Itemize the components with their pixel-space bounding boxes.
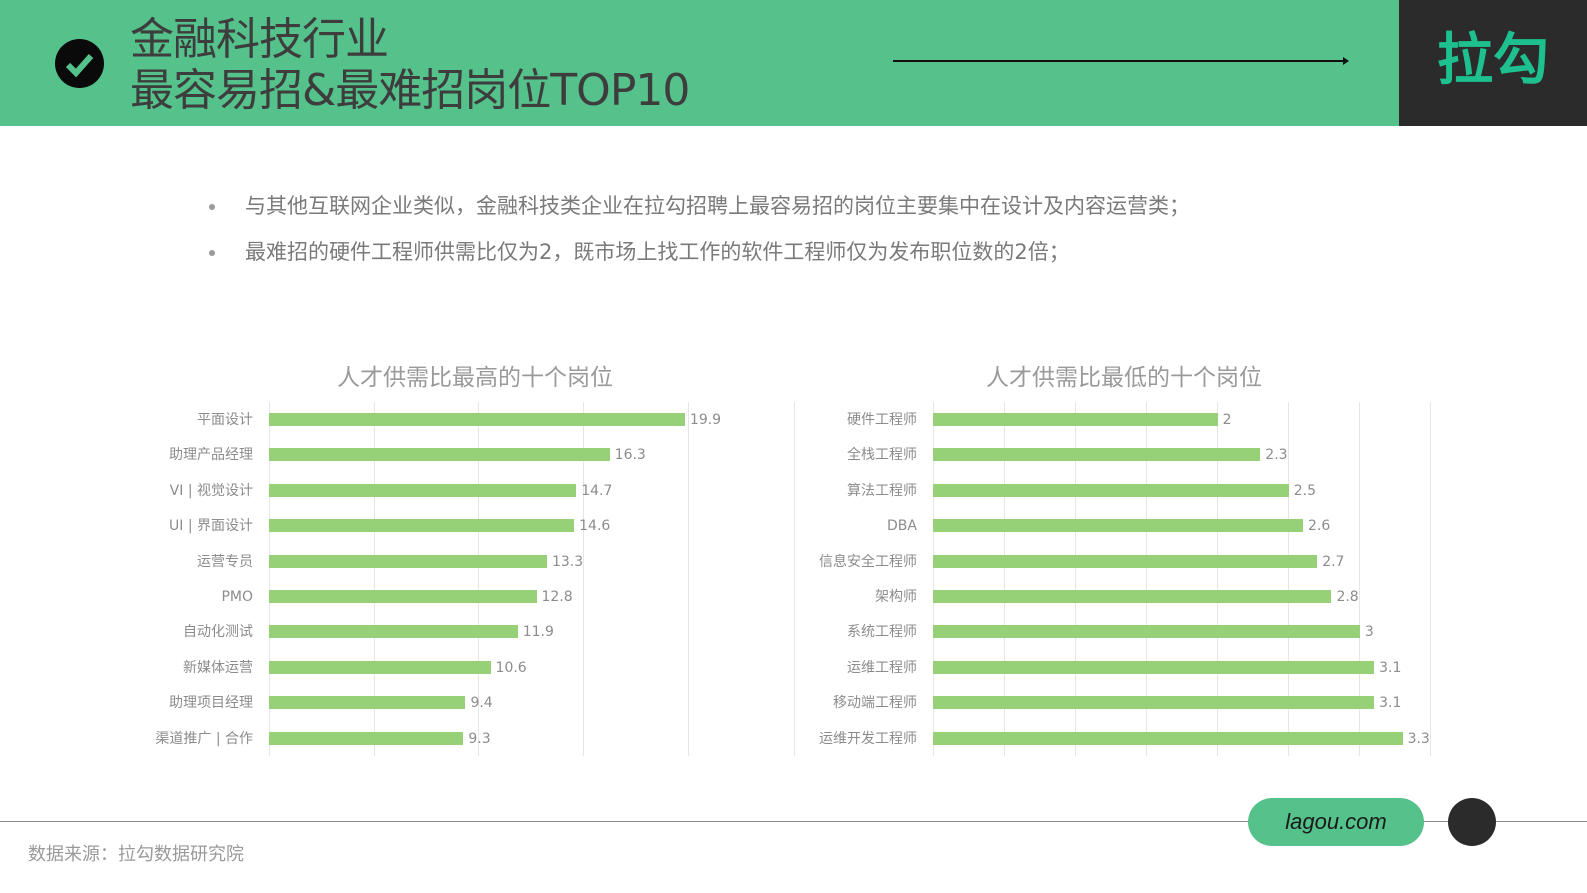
brand-logo: 拉勾 bbox=[1399, 0, 1587, 126]
category-label: 移动端工程师 bbox=[833, 695, 917, 712]
gridline bbox=[933, 402, 934, 756]
bar-value-label: 16.3 bbox=[614, 447, 646, 464]
category-label: 运营专员 bbox=[197, 553, 253, 570]
logo-text: 拉勾 bbox=[1437, 28, 1549, 93]
category-label: VI | 视觉设计 bbox=[169, 482, 253, 499]
title-line-2: 最容易招&最难招岗位TOP10 bbox=[130, 65, 690, 116]
category-label: 助理产品经理 bbox=[169, 447, 253, 464]
bar bbox=[269, 483, 577, 497]
bar-value-label: 3.3 bbox=[1407, 730, 1430, 747]
bar bbox=[933, 696, 1375, 710]
category-label: 硬件工程师 bbox=[847, 412, 917, 428]
category-label: 算法工程师 bbox=[847, 482, 917, 499]
bar bbox=[933, 448, 1261, 462]
gridline bbox=[269, 402, 270, 756]
gridline bbox=[1146, 402, 1147, 756]
gridline bbox=[1430, 402, 1431, 756]
chart-title: 人才供需比最高的十个岗位 bbox=[337, 365, 613, 391]
category-label: 架构师 bbox=[875, 589, 917, 605]
bar-value-label: 11.9 bbox=[522, 624, 554, 641]
bar bbox=[269, 519, 575, 533]
bar-value-label: 3.1 bbox=[1379, 695, 1402, 712]
data-source: 数据来源：拉勾数据研究院 bbox=[28, 844, 244, 865]
gridline bbox=[478, 402, 479, 756]
category-label: 自动化测试 bbox=[183, 624, 253, 641]
bar-value-label: 2.8 bbox=[1336, 589, 1359, 605]
bar-value-label: 14.6 bbox=[579, 518, 611, 535]
bar bbox=[269, 660, 491, 674]
bar bbox=[933, 625, 1360, 639]
category-label: 助理项目经理 bbox=[169, 695, 253, 712]
bar bbox=[933, 483, 1289, 497]
bar-value-label: 9.3 bbox=[468, 730, 491, 747]
bar bbox=[269, 448, 610, 462]
bar-value-label: 2.3 bbox=[1265, 447, 1288, 464]
page-title: 金融科技行业 最容易招&最难招岗位TOP10 bbox=[130, 14, 690, 116]
title-line-1: 金融科技行业 bbox=[130, 14, 389, 65]
bar-value-label: 14.7 bbox=[581, 482, 613, 499]
gridline bbox=[583, 402, 584, 756]
category-label: 信息安全工程师 bbox=[819, 553, 917, 570]
gridline bbox=[1075, 402, 1076, 756]
bullet-item: 最难招的硬件工程师供需比仅为2，既市场上找工作的软件工程师仅为发布职位数的2倍； bbox=[205, 236, 1190, 282]
category-label: 运维工程师 bbox=[847, 659, 917, 676]
bar-value-label: 2 bbox=[1222, 412, 1232, 428]
bar-value-label: 9.4 bbox=[470, 695, 493, 712]
gridline bbox=[688, 402, 689, 756]
bar bbox=[933, 660, 1375, 674]
bar-value-label: 10.6 bbox=[495, 659, 527, 676]
category-label: PMO bbox=[221, 589, 253, 605]
category-label: 新媒体运营 bbox=[183, 659, 253, 676]
bar bbox=[269, 554, 547, 568]
arrow-right-icon bbox=[893, 57, 1349, 65]
category-label: UI | 界面设计 bbox=[169, 518, 253, 535]
bar-value-label: 2.7 bbox=[1322, 553, 1345, 570]
gridline bbox=[1004, 402, 1005, 756]
bar bbox=[269, 696, 466, 710]
chart-title: 人才供需比最低的十个岗位 bbox=[986, 365, 1262, 391]
category-label: 运维开发工程师 bbox=[819, 730, 917, 747]
bar-value-label: 2.6 bbox=[1307, 518, 1331, 535]
bar bbox=[933, 731, 1403, 745]
bar bbox=[933, 554, 1318, 568]
bar-value-label: 3 bbox=[1364, 624, 1374, 641]
bar-value-label: 2.5 bbox=[1293, 482, 1317, 499]
bar bbox=[269, 413, 685, 426]
bar bbox=[933, 590, 1332, 603]
bar-value-label: 12.8 bbox=[541, 589, 573, 605]
header-band: 金融科技行业 最容易招&最难招岗位TOP10 拉勾 bbox=[0, 0, 1587, 126]
check-circle-icon bbox=[55, 39, 104, 88]
category-label: 渠道推广 | 合作 bbox=[155, 730, 253, 747]
gridline bbox=[1359, 402, 1360, 756]
bar-value-label: 3.1 bbox=[1379, 659, 1402, 676]
gridline bbox=[1288, 402, 1289, 756]
category-label: 全栈工程师 bbox=[847, 447, 917, 464]
footer-divider bbox=[0, 821, 1587, 822]
bar-value-label: 19.9 bbox=[689, 412, 722, 428]
bar bbox=[269, 625, 518, 639]
category-label: 系统工程师 bbox=[847, 624, 917, 641]
bullet-item: 与其他互联网企业类似，金融科技类企业在拉勾招聘上最容易招的岗位主要集中在设计及内… bbox=[205, 190, 1190, 236]
bar-value-label: 13.3 bbox=[551, 553, 584, 570]
category-label: 平面设计 bbox=[197, 412, 253, 428]
gridline bbox=[1217, 402, 1218, 756]
site-badge[interactable]: lagou.com bbox=[1248, 798, 1424, 846]
category-label: DBA bbox=[887, 518, 917, 535]
bar bbox=[269, 731, 464, 745]
gridline bbox=[794, 402, 795, 756]
bar bbox=[933, 413, 1218, 426]
bar bbox=[269, 590, 537, 603]
bar bbox=[933, 519, 1303, 533]
summary-bullets: 与其他互联网企业类似，金融科技类企业在拉勾招聘上最容易招的岗位主要集中在设计及内… bbox=[205, 190, 1190, 282]
dot-icon bbox=[1448, 798, 1496, 846]
gridline bbox=[374, 402, 375, 756]
